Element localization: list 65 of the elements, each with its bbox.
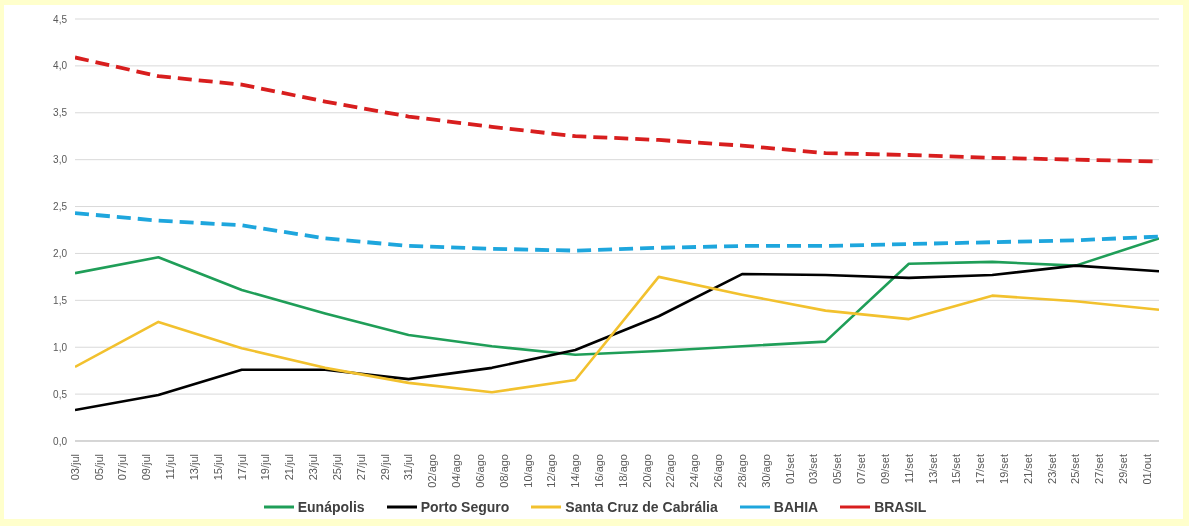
y-tick-label: 0,0	[53, 435, 68, 447]
y-tick-label: 3,5	[53, 107, 68, 119]
y-tick-label: 0,5	[53, 388, 68, 400]
x-tick-label: 11/jul	[164, 454, 177, 480]
x-tick-label: 21/set	[1021, 454, 1034, 484]
x-tick-label: 16/ago	[592, 454, 605, 488]
y-tick-label: 2,5	[53, 201, 68, 213]
line-series	[75, 237, 1159, 357]
x-tick-label: 09/set	[878, 454, 891, 484]
x-tick-label: 08/ago	[497, 454, 510, 488]
legend-label: Santa Cruz de Cabrália	[565, 499, 718, 515]
x-tick-label: 01/set	[783, 454, 796, 484]
x-tick-label: 23/set	[1045, 454, 1058, 484]
x-tick-label: 15/jul	[211, 454, 224, 481]
x-tick-label: 29/jul	[378, 454, 391, 481]
x-tick-label: 12/ago	[545, 454, 558, 488]
legend-label: Porto Seguro	[420, 499, 510, 515]
y-tick-label: 4,5	[53, 13, 68, 25]
x-tick-label: 19/set	[997, 454, 1010, 484]
x-tick-label: 30/ago	[759, 454, 772, 488]
x-tick-label: 01/out	[1140, 454, 1153, 485]
y-tick-label: 1,5	[53, 294, 68, 306]
x-tick-label: 27/jul	[354, 454, 367, 481]
x-tick-label: 15/set	[950, 454, 963, 484]
x-tick-label: 25/set	[1069, 454, 1082, 484]
y-tick-label: 4,0	[53, 60, 68, 72]
x-tick-label: 27/set	[1093, 454, 1106, 484]
y-tick-label: 3,0	[53, 154, 68, 166]
x-tick-label: 06/ago	[473, 454, 486, 488]
line-series	[75, 264, 1159, 412]
x-tick-label: 20/ago	[640, 454, 653, 488]
x-tick-label: 02/ago	[426, 454, 439, 488]
line-series	[75, 275, 1159, 394]
legend-label: Eunápolis	[297, 499, 365, 515]
x-tick-label: 17/jul	[235, 454, 248, 481]
x-tick-label: 11/set	[902, 454, 915, 484]
legend-label: BRASIL	[874, 499, 927, 515]
x-tick-label: 22/ago	[664, 454, 677, 488]
x-tick-label: 24/ago	[688, 454, 701, 488]
x-tick-label: 25/jul	[330, 454, 343, 481]
x-tick-label: 18/ago	[616, 454, 629, 488]
x-tick-label: 17/set	[974, 454, 987, 484]
x-tick-label: 21/jul	[283, 454, 296, 481]
x-tick-label: 13/set	[926, 454, 939, 484]
x-tick-label: 05/jul	[92, 454, 105, 481]
x-tick-label: 03/jul	[68, 454, 81, 481]
x-tick-label: 03/set	[807, 454, 820, 484]
x-tick-label: 07/set	[855, 454, 868, 484]
x-tick-label: 09/jul	[140, 454, 153, 481]
x-tick-label: 29/set	[1117, 454, 1130, 484]
x-tick-label: 19/jul	[259, 454, 272, 481]
x-tick-label: 31/jul	[402, 454, 415, 481]
x-tick-label: 23/jul	[307, 454, 320, 481]
x-tick-label: 26/ago	[712, 454, 725, 488]
x-tick-label: 10/ago	[521, 454, 534, 488]
legend-label: BAHIA	[773, 499, 819, 515]
x-tick-label: 07/jul	[116, 454, 129, 481]
x-tick-label: 13/jul	[187, 454, 200, 481]
y-tick-label: 1,0	[53, 341, 68, 353]
x-tick-label: 28/ago	[735, 454, 748, 488]
y-tick-label: 2,0	[53, 247, 68, 259]
x-tick-label: 04/ago	[450, 454, 463, 488]
line-series	[75, 211, 1159, 253]
x-tick-label: 14/ago	[569, 454, 582, 488]
x-tick-label: 05/set	[831, 454, 844, 484]
